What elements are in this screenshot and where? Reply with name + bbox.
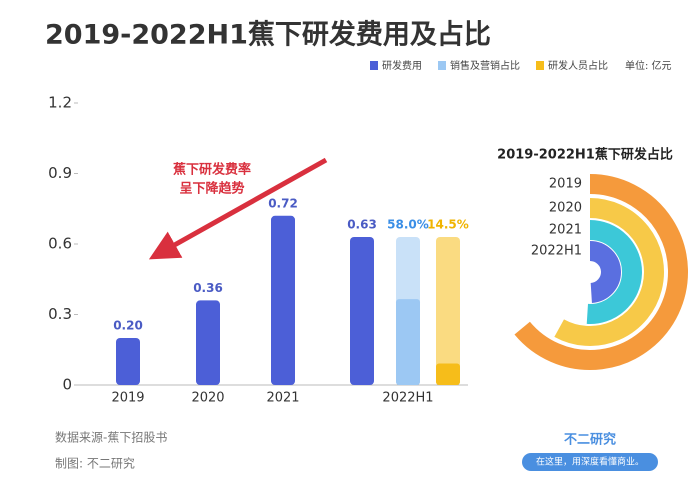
radial-label: 2020 <box>549 201 582 216</box>
logo-badge <box>522 453 658 471</box>
y-tick-label: 0.3 <box>48 305 72 323</box>
y-tick-label: 1.2 <box>48 94 72 112</box>
x-tick-label: 2021 <box>266 391 299 406</box>
x-tick-label: 2020 <box>191 391 224 406</box>
credit: 制图: 不二研究 <box>55 456 135 471</box>
radial-title: 2019-2022H1蕉下研发占比 <box>497 147 673 163</box>
bar <box>350 236 374 385</box>
radial-arc <box>589 241 621 303</box>
x-tick-label: 2019 <box>111 391 144 406</box>
radial-arc <box>586 220 642 324</box>
bar <box>271 215 295 385</box>
annotation: 呈下降趋势 <box>179 181 244 197</box>
annotation: 蕉下研发费率 <box>173 162 251 178</box>
value-label: 0.63 <box>347 217 377 231</box>
value-label: 0.72 <box>268 196 298 210</box>
y-tick-label: 0 <box>62 376 72 394</box>
y-tick-label: 0.9 <box>48 164 72 182</box>
radial-label: 2019 <box>549 177 582 192</box>
legend-swatch <box>438 61 446 70</box>
y-tick-label: 0.6 <box>48 235 72 253</box>
legend-label: 研发费用 <box>382 59 422 72</box>
value-label: 0.20 <box>113 319 143 333</box>
bar-track <box>436 236 460 385</box>
logo-name: 不二研究 <box>564 432 616 448</box>
legend-label: 销售及营销占比 <box>450 59 520 72</box>
page-title: 2019-2022H1蕉下研发费用及占比 <box>45 19 491 51</box>
logo-slogan: 在这里，用深度看懂商业。 <box>536 456 644 468</box>
source: 数据来源-蕉下招股书 <box>55 430 167 445</box>
radial-label: 2021 <box>549 223 582 238</box>
radial-label: 2022H1 <box>531 244 582 259</box>
bar <box>196 300 220 385</box>
radial-arc <box>514 174 688 370</box>
value-label: 0.36 <box>193 281 223 295</box>
value-label: 58.0% <box>387 217 429 231</box>
trend-arrow <box>148 157 328 260</box>
unit-note: 单位: 亿元 <box>625 59 672 72</box>
value-label: 14.5% <box>427 217 469 231</box>
bar <box>396 299 420 385</box>
bar <box>116 338 140 385</box>
legend-label: 研发人员占比 <box>548 59 608 72</box>
bar <box>436 363 460 385</box>
radial-arc <box>554 198 664 346</box>
legend-swatch <box>370 61 378 70</box>
x-tick-label: 2022H1 <box>382 391 433 406</box>
legend-swatch <box>536 61 544 70</box>
